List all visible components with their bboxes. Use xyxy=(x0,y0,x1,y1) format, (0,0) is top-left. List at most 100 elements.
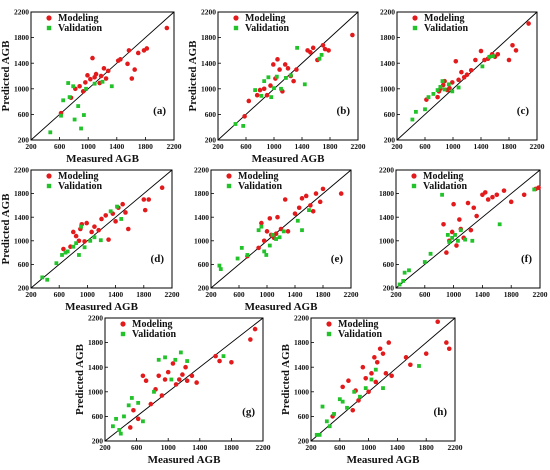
panel-label: (h) xyxy=(434,406,448,418)
modeling-point xyxy=(350,407,356,413)
validation-point xyxy=(363,386,368,391)
validation-point xyxy=(317,56,322,61)
modeling-point xyxy=(310,45,316,51)
validation-point xyxy=(497,222,502,227)
y-tick-label: 1800 xyxy=(194,189,209,198)
modeling-point xyxy=(310,209,316,214)
validation-point xyxy=(67,95,72,100)
validation-point xyxy=(320,404,325,409)
validation-point xyxy=(92,81,97,86)
validation-point xyxy=(337,397,342,402)
modeling-point xyxy=(254,92,260,98)
y-tick-label: 1000 xyxy=(88,387,103,396)
modeling-point xyxy=(494,192,500,198)
x-tick-label: 200 xyxy=(212,142,224,151)
modeling-point xyxy=(320,42,326,48)
modeling-point xyxy=(374,359,380,365)
validation-point xyxy=(126,403,131,408)
y-tick-label: 1000 xyxy=(14,236,29,245)
validation-point xyxy=(272,86,276,91)
validation-point xyxy=(82,245,87,250)
modeling-point xyxy=(320,186,326,192)
y-tick-label: 2200 xyxy=(380,8,395,17)
validation-point xyxy=(241,124,246,128)
x-tick-label: 1000 xyxy=(81,142,96,151)
modeling-point xyxy=(264,229,270,234)
x-axis-label: Measured AGB xyxy=(66,153,139,165)
modeling-point xyxy=(217,358,222,364)
legend-modeling-label: Modeling xyxy=(58,13,99,24)
validation-point xyxy=(450,235,455,240)
x-tick-label: 1800 xyxy=(419,443,434,452)
modeling-point xyxy=(83,80,88,85)
validation-point xyxy=(284,76,288,80)
legend-validation-marker xyxy=(46,183,52,189)
modeling-point xyxy=(90,55,95,61)
validation-point xyxy=(487,54,492,59)
panel-label: (e) xyxy=(331,253,344,265)
legend-validation-label: Validation xyxy=(58,181,103,192)
panel-5: 200 600 1000 1400 1800 2200 200 600 1000 1400 1800… xyxy=(194,166,359,313)
modeling-point xyxy=(383,371,389,376)
modeling-point xyxy=(510,42,515,48)
modeling-point xyxy=(292,211,298,216)
validation-point xyxy=(423,107,427,112)
modeling-point xyxy=(363,375,369,381)
panel-1: 200 600 1000 1400 1800 2200 200 600 1000 1400 1800… xyxy=(0,8,182,165)
modeling-point xyxy=(308,203,313,208)
reference-line-1-1 xyxy=(104,317,264,442)
legend-modeling-label: Modeling xyxy=(245,13,286,24)
modeling-point xyxy=(131,407,136,413)
modeling-point xyxy=(101,66,107,71)
modeling-point xyxy=(164,25,170,31)
y-tick-label: 2200 xyxy=(201,8,216,17)
modeling-point xyxy=(88,76,93,82)
modeling-point xyxy=(125,226,131,232)
panel-8: 200 600 1000 1400 1800 2200 200 600 1000 1400 1800… xyxy=(280,314,463,466)
modeling-point xyxy=(84,220,89,226)
validation-point xyxy=(302,82,307,87)
modeling-point xyxy=(377,346,383,352)
validation-point xyxy=(456,85,461,90)
validation-point xyxy=(446,82,451,87)
plot-frame xyxy=(396,11,538,141)
y-tick-label: 1800 xyxy=(380,33,395,42)
y-tick-label: 200 xyxy=(298,437,310,446)
y-tick-label: 1400 xyxy=(379,213,394,222)
modeling-point xyxy=(194,380,199,385)
validation-point xyxy=(72,117,77,122)
modeling-point xyxy=(140,373,146,379)
y-tick-label: 200 xyxy=(18,136,30,145)
modeling-point xyxy=(403,355,409,360)
y-axis-label: Predicted AGB xyxy=(0,193,12,265)
x-tick-label: 600 xyxy=(240,142,252,151)
modeling-point xyxy=(485,197,491,202)
legend-validation-label: Validation xyxy=(423,181,468,192)
modeling-point xyxy=(248,337,253,342)
validation-point xyxy=(438,84,443,89)
validation-point xyxy=(54,261,59,266)
validation-point xyxy=(317,432,322,437)
modeling-point xyxy=(446,346,452,352)
modeling-point xyxy=(118,57,123,62)
modeling-point xyxy=(159,185,165,190)
modeling-point xyxy=(96,227,101,233)
validation-point xyxy=(45,277,50,282)
validation-point xyxy=(417,364,421,368)
validation-point xyxy=(431,92,436,96)
modeling-point xyxy=(144,46,150,51)
modeling-point xyxy=(338,191,344,196)
modeling-point xyxy=(326,48,331,53)
x-tick-label: 1400 xyxy=(295,142,310,151)
modeling-point xyxy=(308,50,313,55)
modeling-point xyxy=(120,201,125,207)
y-tick-label: 200 xyxy=(383,284,395,293)
validation-point xyxy=(453,233,457,237)
x-tick-label: 600 xyxy=(233,290,245,299)
modeling-point xyxy=(105,68,111,74)
modeling-point xyxy=(322,46,328,52)
validation-point xyxy=(491,54,495,59)
validation-point xyxy=(414,109,418,114)
modeling-point xyxy=(389,373,394,379)
validation-point xyxy=(445,233,450,237)
